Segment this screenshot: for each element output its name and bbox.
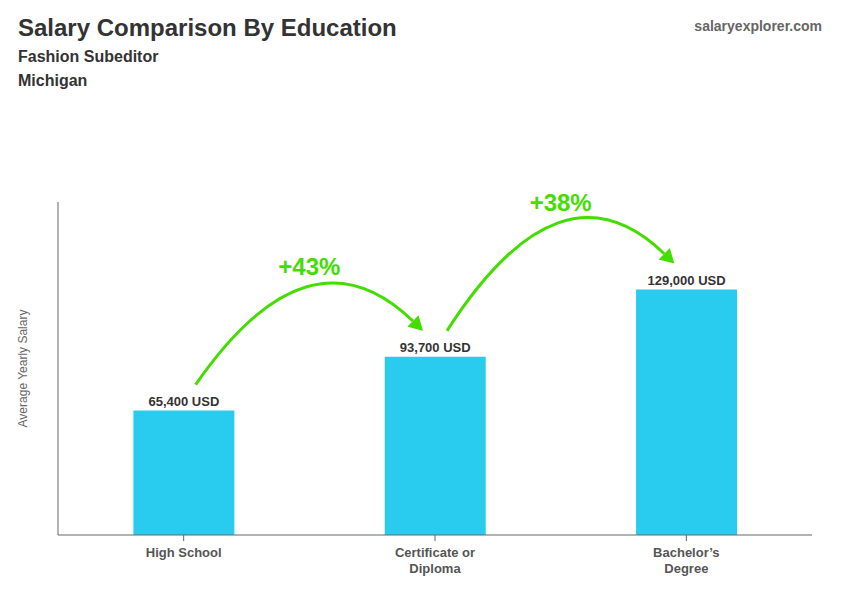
svg-text:+43%: +43% <box>278 253 340 280</box>
svg-text:129,000 USD: 129,000 USD <box>648 273 726 288</box>
svg-text:+38%: +38% <box>530 189 592 216</box>
html-text:Michigan: Michigan <box>18 72 88 89</box>
svg-text:Average Yearly Salary: Average Yearly Salary <box>16 310 30 428</box>
svg-text:Certificate orDiploma: Certificate orDiploma <box>395 545 475 576</box>
svg-text:Bachelor’sDegree: Bachelor’sDegree <box>653 545 719 576</box>
svg-text:93,700 USD: 93,700 USD <box>400 340 471 355</box>
html-text:salaryexplorer.com: salaryexplorer.com <box>694 18 822 34</box>
html-text:Fashion Subeditor: Fashion Subeditor <box>18 48 159 65</box>
svg-text:65,400 USD: 65,400 USD <box>148 394 219 409</box>
svg-text:High School: High School <box>146 545 222 560</box>
html-text:Salary Comparison By Education: Salary Comparison By Education <box>18 14 397 41</box>
